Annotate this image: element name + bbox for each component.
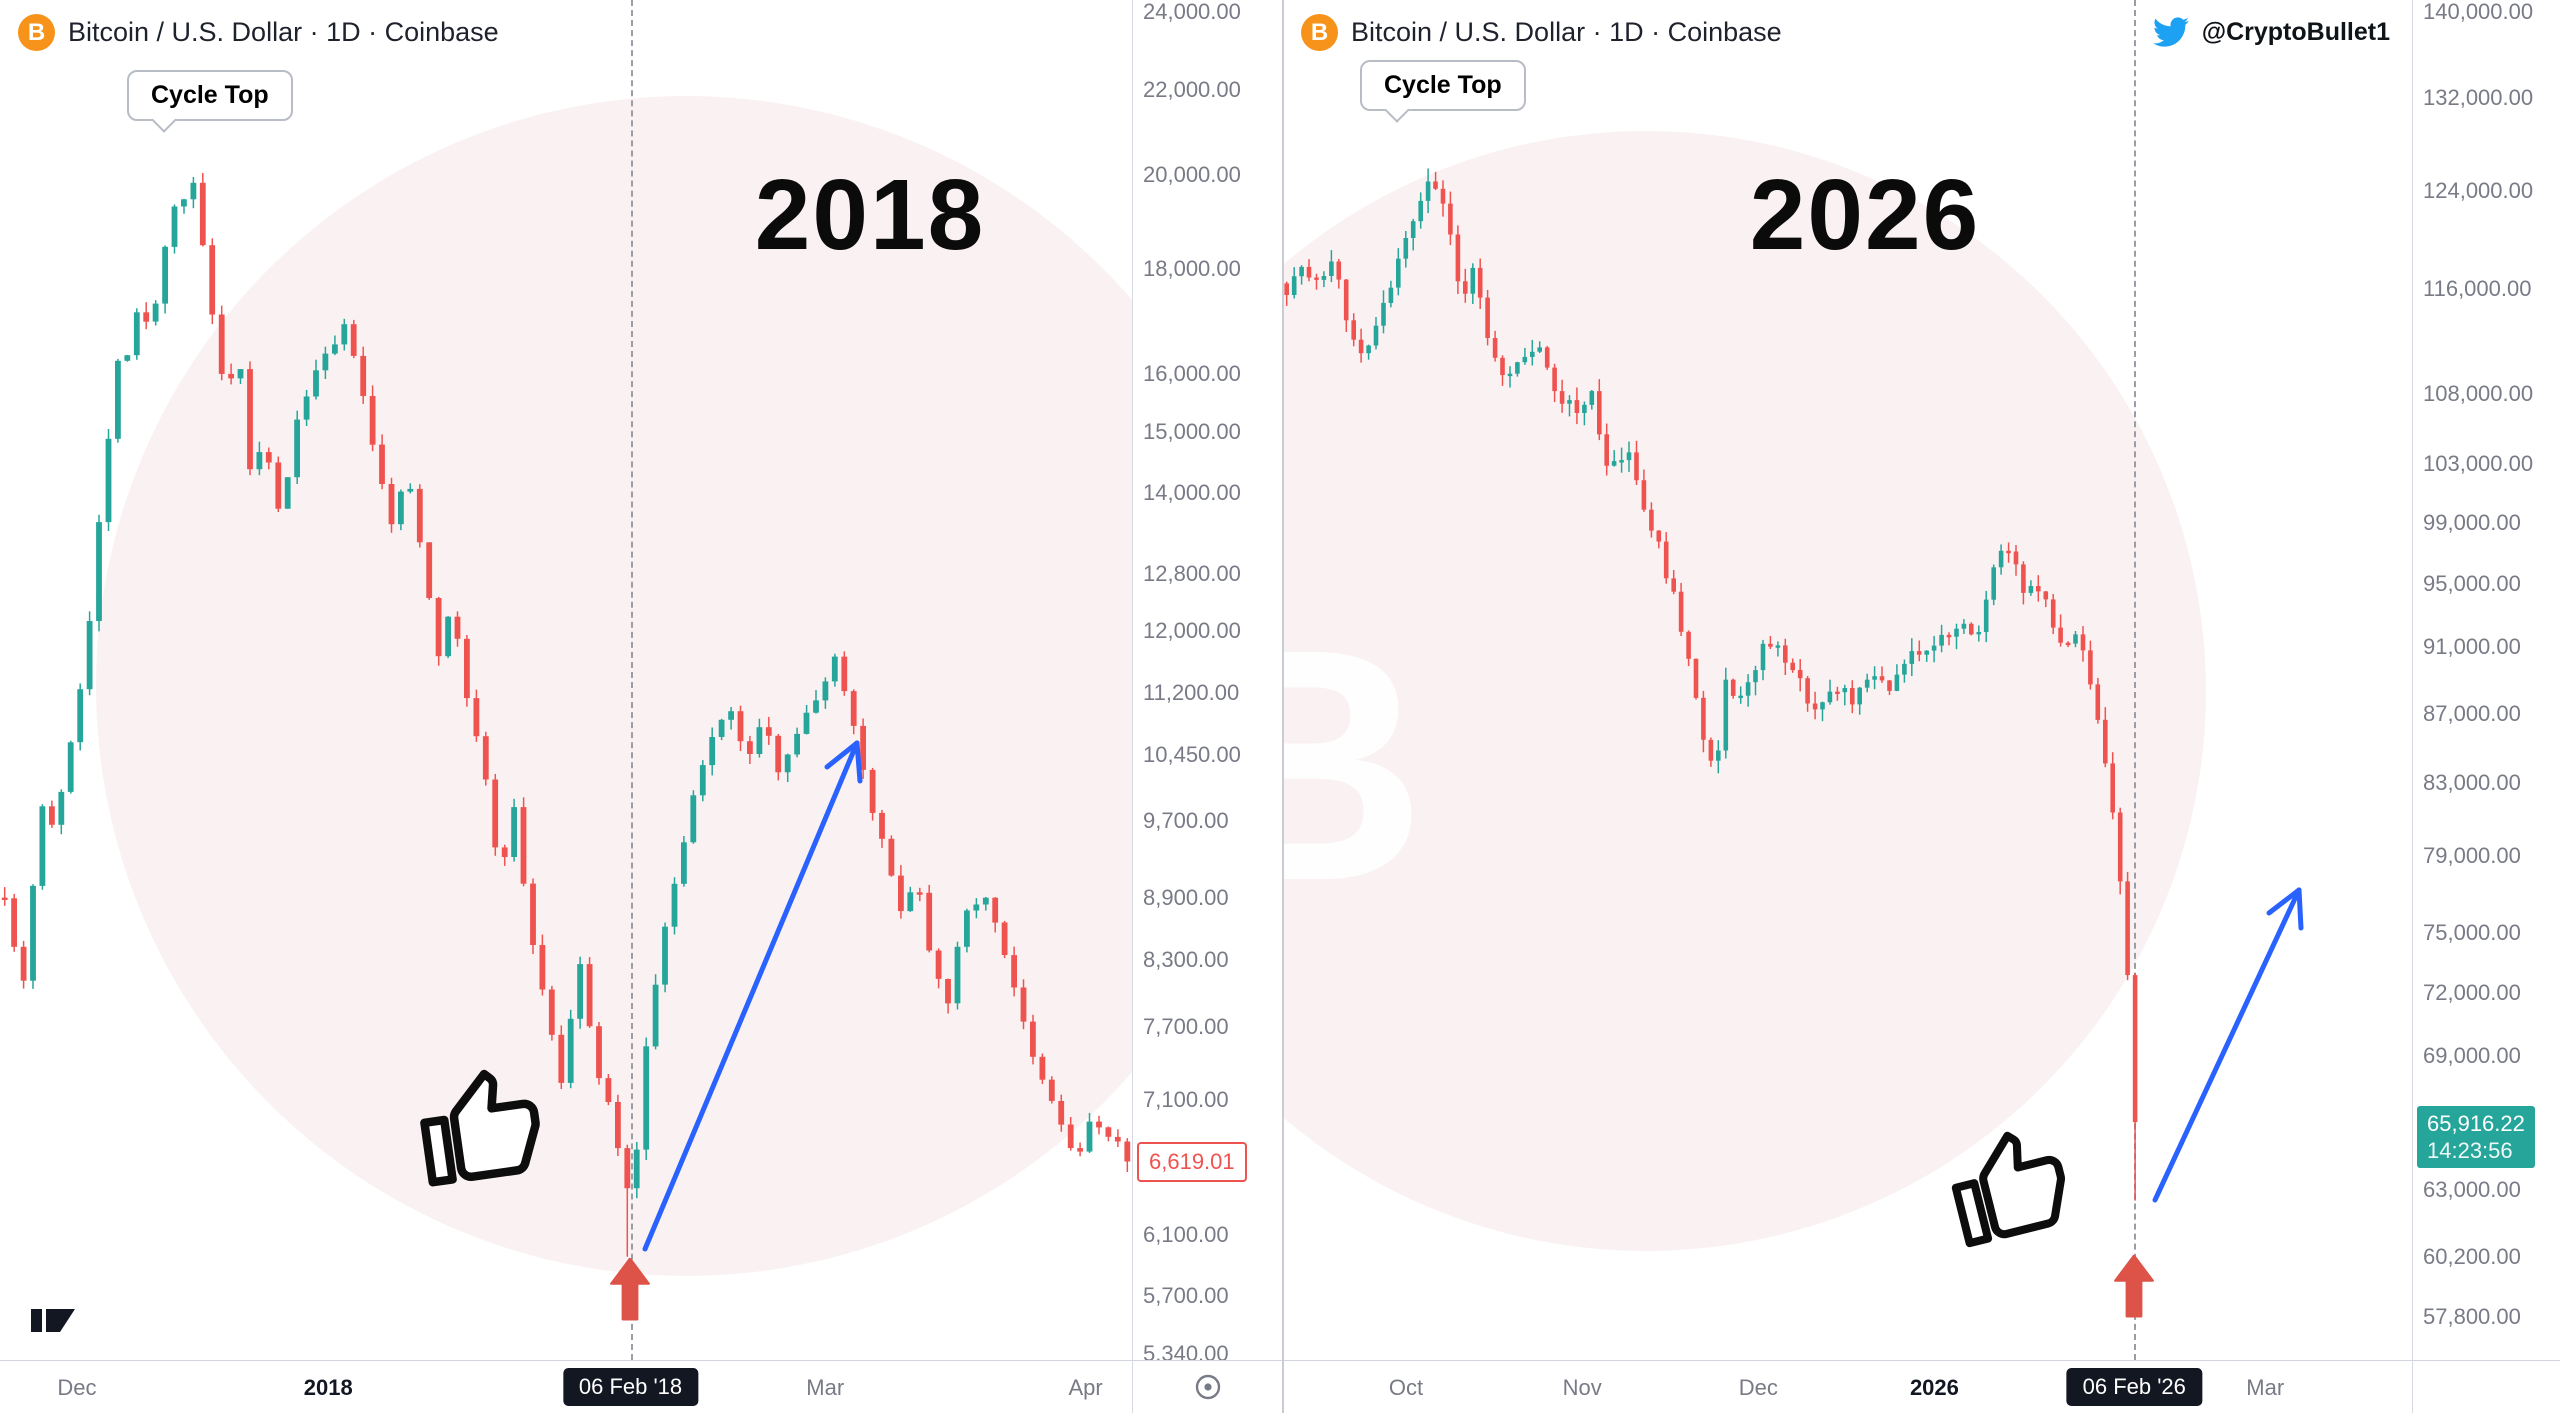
symbol-title[interactable]: Bitcoin / U.S. Dollar · 1D · Coinbase	[1351, 17, 1782, 47]
price-tick-label: 12,800.00	[1143, 560, 1241, 586]
symbol-title[interactable]: Bitcoin / U.S. Dollar · 1D · Coinbase	[68, 17, 499, 47]
twitter-handle[interactable]: @CryptoBullet1	[2201, 17, 2390, 46]
price-tick-label: 95,000.00	[2423, 570, 2521, 596]
chart-header: B Bitcoin / U.S. Dollar · 1D · Coinbase	[1301, 14, 1782, 51]
crash-arrow-icon	[2114, 1255, 2154, 1318]
candlestick-chart-2018[interactable]	[0, 0, 1132, 1360]
time-tick-label: Oct	[1388, 1375, 1424, 1400]
price-axis-2018[interactable]: 24,000.00 22,000.00 20,000.00 18,000.00 16,0…	[1132, 0, 1284, 1366]
price-tick-label: 7,700.00	[1143, 1014, 1229, 1040]
price-tick-label: 22,000.00	[1143, 76, 1241, 102]
btc-coin-letter: B	[1310, 18, 1329, 46]
cycle-top-callout: Cycle Top	[1360, 60, 1526, 123]
price-tick-label: 63,000.00	[2423, 1176, 2521, 1202]
price-tick-label: 79,000.00	[2423, 842, 2521, 868]
price-tick-label: 24,000.00	[1143, 0, 1241, 25]
price-tick-label: 8,900.00	[1143, 885, 1229, 911]
tradingview-logo-icon	[31, 1309, 75, 1332]
chart-header: B Bitcoin / U.S. Dollar · 1D · Coinbase	[18, 14, 499, 51]
btc-coin-icon: B	[18, 14, 55, 51]
price-tick-label: 7,100.00	[1143, 1086, 1229, 1112]
price-tick-label: 69,000.00	[2423, 1042, 2521, 1068]
thumbs-up-icon	[420, 1069, 540, 1187]
price-tick-label: 103,000.00	[2423, 451, 2534, 477]
recovery-arrow-icon	[2152, 887, 2304, 1203]
price-tick-label: 5,700.00	[1143, 1283, 1229, 1309]
price-tick-label: 132,000.00	[2423, 85, 2534, 111]
btc-watermark-letter: B	[1283, 580, 1427, 949]
panel-separator	[1282, 0, 1284, 1413]
twitter-bird-icon	[2152, 17, 2189, 47]
last-price-tag: 6,619.01	[1137, 1141, 1247, 1182]
recovery-arrow-icon	[642, 740, 863, 1252]
price-tick-label: 75,000.00	[2423, 919, 2521, 945]
price-tick-label: 83,000.00	[2423, 769, 2521, 795]
time-tick-label: Dec	[1738, 1375, 1778, 1400]
time-tick-label: 2026	[1909, 1375, 1959, 1400]
price-tick-label: 99,000.00	[2423, 509, 2521, 535]
last-price-value: 65,916.22	[2427, 1111, 2525, 1137]
cycle-top-label: Cycle Top	[1384, 71, 1502, 99]
price-tick-label: 20,000.00	[1143, 161, 1241, 187]
time-tick-label: Nov	[1562, 1375, 1602, 1400]
price-tick-label: 15,000.00	[1143, 418, 1241, 444]
price-tick-label: 91,000.00	[2423, 634, 2521, 660]
price-tick-label: 11,200.00	[1143, 679, 1240, 705]
time-tick-label: Dec	[57, 1375, 97, 1400]
time-tick-label: 2018	[303, 1375, 353, 1400]
time-tick-label: Mar	[2246, 1375, 2285, 1400]
time-tick-label: Apr	[1068, 1375, 1103, 1400]
time-tick-label: Mar	[806, 1375, 845, 1400]
price-tick-label: 108,000.00	[2423, 381, 2534, 407]
twitter-badge[interactable]: @CryptoBullet1	[2150, 14, 2390, 50]
price-tick-label: 72,000.00	[2423, 979, 2521, 1005]
background-circle-watermark	[96, 96, 1132, 1276]
thumbs-up-icon	[1951, 1131, 2066, 1248]
btc-coin-letter: B	[27, 18, 46, 46]
year-label-2018: 2018	[754, 159, 986, 271]
price-tick-label: 87,000.00	[2423, 700, 2521, 726]
price-tick-label: 16,000.00	[1143, 361, 1241, 387]
crash-arrow-icon	[610, 1258, 650, 1321]
price-tick-label: 10,450.00	[1143, 741, 1241, 767]
last-price-tag: 65,916.22 14:23:56	[2417, 1106, 2535, 1169]
axis-separator	[2412, 0, 2413, 1413]
cycle-top-label: Cycle Top	[151, 81, 269, 109]
price-tick-label: 116,000.00	[2423, 276, 2532, 301]
price-tick-label: 57,800.00	[2423, 1303, 2521, 1329]
bar-countdown: 14:23:56	[2427, 1138, 2513, 1164]
price-axis-2026[interactable]: 140,000.00 132,000.00 124,000.00 116,000.00…	[2412, 0, 2560, 1360]
year-label-2026: 2026	[1749, 159, 1981, 271]
time-axis[interactable]: Dec 2018 06 Feb '18 Mar Apr Oct Nov Dec 2026 06 F…	[0, 1360, 2560, 1413]
marked-date-chip: 06 Feb '18	[562, 1368, 699, 1406]
marked-date-vline	[630, 0, 633, 1360]
candlestick-chart-2026[interactable]	[1283, 0, 2412, 1360]
chart-pane-2026[interactable]: B B Bitcoin / U.S. Dollar · 1D · Coinbas…	[1283, 0, 2412, 1360]
price-tick-label: 60,200.00	[2423, 1243, 2521, 1269]
cycle-top-callout: Cycle Top	[127, 70, 293, 133]
price-tick-label: 18,000.00	[1143, 256, 1241, 282]
price-tick-label: 124,000.00	[2423, 177, 2534, 203]
axis-separator	[1132, 0, 1133, 1413]
interval-eye-icon[interactable]	[1193, 1372, 1223, 1402]
price-tick-label: 12,000.00	[1143, 618, 1241, 644]
marked-date-chip: 06 Feb '26	[2066, 1368, 2202, 1406]
marked-date-vline	[2134, 0, 2137, 1360]
price-tick-label: 14,000.00	[1143, 480, 1241, 506]
chart-pane-2018[interactable]: B Bitcoin / U.S. Dollar · 1D · Coinbase …	[0, 0, 1132, 1360]
price-tick-label: 6,100.00	[1143, 1222, 1229, 1248]
price-tick-label: 140,000.00	[2423, 0, 2534, 24]
price-tick-label: 9,700.00	[1143, 808, 1229, 834]
price-tick-label: 8,300.00	[1143, 947, 1229, 973]
btc-coin-icon: B	[1301, 14, 1338, 51]
background-circle-watermark	[1283, 131, 2206, 1251]
